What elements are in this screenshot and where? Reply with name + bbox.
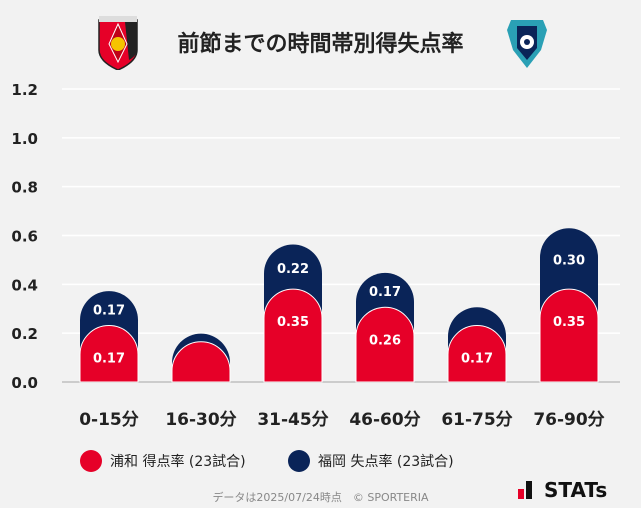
y-tick-label: 0.6: [11, 228, 38, 246]
chart-title: 前節までの時間帯別得失点率: [177, 32, 464, 57]
stats-brand: STATs: [518, 478, 607, 502]
x-tick-label: 46-60分: [349, 410, 420, 430]
bar-home: [447, 325, 507, 383]
stats-brand-text: STATs: [544, 478, 608, 502]
y-tick-label: 1.0: [11, 130, 38, 148]
x-tick-label: 31-45分: [257, 410, 328, 430]
bar-home: [355, 306, 415, 383]
x-tick-label: 16-30分: [165, 410, 236, 430]
data-label: 0.17: [461, 352, 493, 367]
y-tick-label: 0.2: [11, 325, 38, 343]
footer-note: データは2025/07/24時点 © SPORTERIA: [212, 491, 429, 504]
data-label: 0.35: [277, 315, 309, 330]
data-label: 0.17: [369, 285, 401, 300]
legend-home: 浦和 得点率 (23試合): [80, 450, 246, 472]
data-label: 0.17: [93, 352, 125, 367]
y-tick-label: 0.0: [11, 374, 38, 392]
chart-plot: 0.0 0.2 0.4 0.6 0.8 1.0 1.2 0.17 0.17 0-15分 16-30分…: [11, 81, 620, 430]
bar-home: [263, 288, 323, 383]
legend-away: 福岡 失点率 (23試合): [288, 450, 454, 472]
x-tick-label: 61-75分: [441, 410, 512, 430]
legend-away-swatch: [288, 450, 310, 472]
x-tick-label: 0-15分: [79, 410, 139, 430]
stats-logo-icon: [518, 481, 532, 499]
y-tick-label: 1.2: [11, 81, 38, 99]
y-tick-label: 0.8: [11, 179, 38, 197]
y-tick-label: 0.4: [11, 276, 38, 294]
x-tick-label: 76-90分: [533, 410, 604, 430]
bar-home: [79, 325, 139, 383]
data-label: 0.17: [93, 303, 125, 318]
legend-away-label: 福岡 失点率 (23試合): [318, 454, 454, 470]
data-label: 0.22: [277, 262, 309, 277]
fukuoka-logo: [505, 14, 549, 74]
urawa-logo: [97, 14, 139, 74]
bar-home: [171, 341, 231, 383]
legend-home-label: 浦和 得点率 (23試合): [110, 454, 246, 470]
data-label: 0.26: [369, 333, 401, 348]
bar-home: [539, 288, 599, 383]
data-label: 0.35: [553, 315, 585, 330]
legend-home-swatch: [80, 450, 102, 472]
data-label: 0.30: [553, 254, 585, 269]
